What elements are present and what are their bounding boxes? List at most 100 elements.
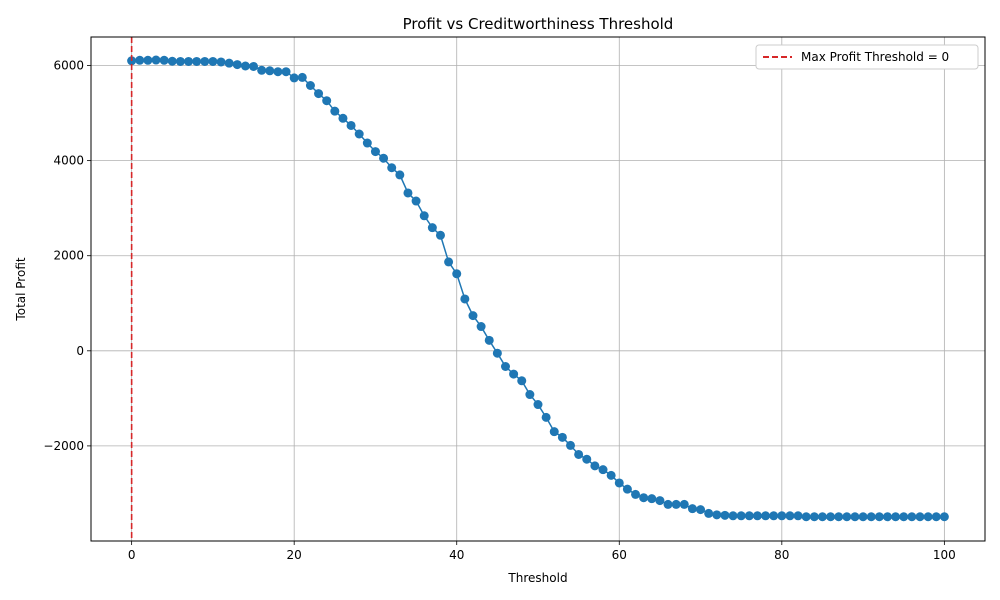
x-tick-label: 80 — [774, 548, 789, 562]
data-point — [566, 440, 576, 450]
data-point — [476, 322, 486, 332]
data-point — [720, 510, 730, 520]
data-point — [598, 465, 608, 475]
data-point — [370, 147, 380, 157]
data-point — [744, 511, 754, 521]
data-point — [891, 512, 901, 522]
data-point — [265, 66, 275, 76]
data-point — [444, 257, 454, 267]
data-point — [533, 400, 543, 410]
data-point — [435, 230, 445, 240]
legend: Max Profit Threshold = 0 — [755, 44, 979, 70]
data-point — [208, 56, 218, 66]
data-point — [850, 512, 860, 522]
data-point — [549, 427, 559, 437]
data-point — [858, 512, 868, 522]
x-tick-label: 100 — [933, 548, 956, 562]
data-point — [736, 511, 746, 521]
data-point — [557, 432, 567, 442]
data-point — [712, 510, 722, 520]
data-point — [419, 211, 429, 221]
data-point — [151, 55, 161, 65]
data-point — [379, 153, 389, 163]
data-point — [671, 499, 681, 509]
data-point — [346, 120, 356, 130]
data-point — [143, 55, 153, 65]
data-point — [240, 61, 250, 71]
data-point — [216, 57, 226, 67]
data-point — [639, 493, 649, 503]
data-point — [427, 223, 437, 233]
data-point — [517, 376, 527, 386]
data-point — [232, 60, 242, 70]
data-point — [785, 511, 795, 521]
data-point — [874, 512, 884, 522]
data-point — [923, 512, 933, 522]
data-point — [826, 512, 836, 522]
data-point — [590, 461, 600, 471]
data-point — [452, 269, 462, 279]
data-point — [338, 113, 348, 123]
ticks: 0 20 40 60 80 100 −2000 0 2000 4000 6000 — [43, 59, 955, 562]
y-tick-label: −2000 — [43, 439, 84, 453]
data-point — [931, 512, 941, 522]
legend-threshold-label: Max Profit Threshold = 0 — [801, 50, 949, 64]
data-point — [249, 61, 259, 71]
data-point — [305, 81, 315, 90]
data-point — [647, 494, 657, 504]
data-point — [655, 496, 665, 506]
data-point — [842, 512, 852, 522]
data-point — [362, 138, 372, 148]
data-point — [411, 196, 421, 206]
data-point — [769, 511, 779, 521]
data-point — [614, 478, 624, 488]
data-point — [460, 294, 470, 304]
data-point — [801, 512, 811, 522]
data-point — [631, 489, 641, 499]
data-point — [817, 512, 827, 522]
data-point — [761, 511, 771, 521]
data-point — [273, 67, 283, 77]
data-point — [184, 56, 194, 66]
data-point — [939, 512, 949, 522]
data-point — [606, 470, 616, 480]
plot-frame — [90, 36, 986, 542]
y-tick-label: 4000 — [53, 154, 84, 168]
data-point — [899, 512, 909, 522]
y-axis-label: Total Profit — [14, 257, 28, 321]
y-tick-label: 6000 — [53, 59, 84, 73]
series-layer — [127, 55, 949, 522]
data-point — [582, 454, 592, 464]
data-point — [728, 511, 738, 521]
data-point — [403, 188, 413, 198]
data-point — [687, 504, 697, 514]
data-point — [224, 58, 234, 68]
data-point — [574, 449, 584, 459]
data-point — [167, 56, 177, 66]
x-tick-label: 0 — [128, 548, 136, 562]
data-point — [915, 512, 925, 522]
data-point — [492, 348, 502, 358]
y-tick-label: 2000 — [53, 249, 84, 263]
x-tick-label: 20 — [287, 548, 302, 562]
data-point — [663, 499, 673, 509]
data-point — [468, 311, 478, 321]
y-tick-label: 0 — [76, 344, 84, 358]
data-point — [777, 511, 787, 521]
data-point — [907, 512, 917, 522]
data-point — [752, 511, 762, 521]
data-point — [395, 170, 405, 180]
data-point — [793, 511, 803, 521]
data-point — [525, 390, 535, 400]
data-point — [354, 129, 364, 139]
data-point — [541, 412, 551, 422]
data-point — [314, 89, 324, 99]
x-tick-label: 40 — [449, 548, 464, 562]
data-point — [704, 508, 714, 518]
data-point — [159, 55, 169, 65]
data-point — [175, 56, 185, 66]
data-point — [866, 512, 876, 522]
data-point — [322, 96, 332, 106]
